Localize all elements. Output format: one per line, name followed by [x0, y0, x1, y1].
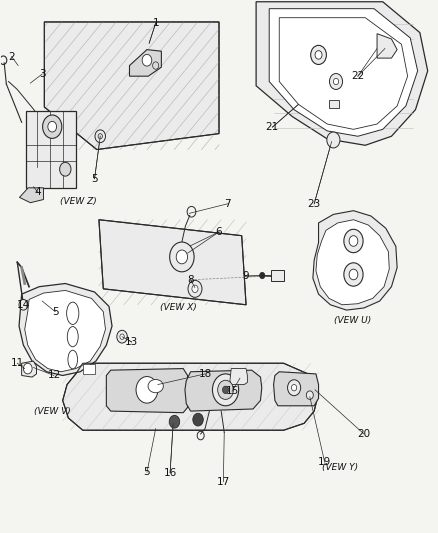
Circle shape [169, 415, 180, 428]
Circle shape [315, 51, 322, 59]
Text: 9: 9 [242, 271, 248, 281]
Text: 2: 2 [8, 52, 15, 61]
Polygon shape [230, 368, 247, 384]
Text: (VEW X): (VEW X) [160, 303, 197, 312]
Circle shape [170, 242, 194, 272]
Circle shape [311, 45, 326, 64]
Circle shape [344, 229, 363, 253]
Text: 15: 15 [226, 386, 239, 397]
Circle shape [288, 379, 300, 395]
Text: (VEW Y): (VEW Y) [322, 463, 358, 472]
Text: 23: 23 [307, 199, 321, 209]
Text: 11: 11 [11, 358, 24, 368]
Circle shape [136, 376, 158, 403]
Circle shape [349, 269, 358, 280]
Circle shape [349, 236, 358, 246]
Circle shape [212, 374, 239, 406]
Circle shape [260, 272, 265, 279]
Circle shape [152, 62, 159, 69]
Text: 1: 1 [152, 18, 159, 28]
Polygon shape [25, 290, 106, 372]
Ellipse shape [68, 350, 78, 369]
Polygon shape [256, 2, 427, 146]
Text: 4: 4 [35, 187, 41, 197]
Text: 3: 3 [39, 69, 46, 79]
Circle shape [42, 115, 62, 139]
Text: 19: 19 [318, 457, 331, 467]
Text: 16: 16 [163, 468, 177, 478]
Circle shape [176, 250, 187, 264]
Circle shape [117, 330, 127, 343]
Text: 5: 5 [144, 467, 150, 477]
Text: 5: 5 [52, 306, 59, 317]
Ellipse shape [67, 327, 78, 347]
Circle shape [291, 384, 297, 391]
Polygon shape [377, 34, 397, 58]
Text: 21: 21 [265, 122, 279, 132]
Text: 18: 18 [198, 369, 212, 379]
Text: (VEW V): (VEW V) [34, 407, 71, 416]
Circle shape [218, 380, 233, 399]
Text: 5: 5 [91, 174, 98, 184]
Text: 22: 22 [351, 71, 364, 81]
Text: 20: 20 [357, 429, 371, 439]
Polygon shape [63, 364, 318, 430]
Circle shape [19, 300, 28, 310]
Polygon shape [130, 50, 161, 76]
Polygon shape [21, 361, 36, 377]
Circle shape [98, 134, 102, 139]
Ellipse shape [148, 379, 163, 393]
Bar [26, 111, 76, 188]
Circle shape [23, 364, 32, 374]
Polygon shape [19, 188, 43, 203]
Polygon shape [106, 368, 187, 413]
Bar [329, 100, 339, 108]
Ellipse shape [67, 302, 79, 325]
Text: 14: 14 [17, 300, 30, 310]
Polygon shape [44, 22, 219, 150]
Text: 6: 6 [215, 227, 223, 237]
Circle shape [306, 391, 313, 399]
Text: (VEW U): (VEW U) [334, 316, 371, 325]
Text: 17: 17 [217, 477, 230, 487]
Circle shape [48, 122, 57, 132]
Text: (VEW Z): (VEW Z) [60, 197, 97, 206]
Polygon shape [99, 220, 246, 305]
Circle shape [188, 280, 202, 297]
Circle shape [223, 386, 229, 393]
Text: 13: 13 [125, 337, 138, 347]
Circle shape [193, 413, 203, 426]
Bar [271, 270, 285, 281]
Text: 8: 8 [187, 275, 194, 285]
Polygon shape [185, 370, 262, 411]
Circle shape [142, 54, 152, 66]
Circle shape [120, 334, 124, 340]
Circle shape [60, 163, 71, 176]
Polygon shape [313, 211, 397, 310]
Circle shape [95, 130, 106, 143]
Circle shape [327, 132, 340, 148]
Bar [83, 365, 95, 374]
Circle shape [344, 263, 363, 286]
Polygon shape [274, 372, 318, 406]
Polygon shape [316, 220, 389, 305]
Circle shape [333, 78, 339, 85]
Polygon shape [19, 284, 112, 375]
Polygon shape [269, 9, 418, 136]
Text: 7: 7 [224, 199, 231, 209]
Circle shape [192, 285, 198, 293]
Text: 12: 12 [47, 370, 60, 381]
Circle shape [329, 74, 343, 90]
